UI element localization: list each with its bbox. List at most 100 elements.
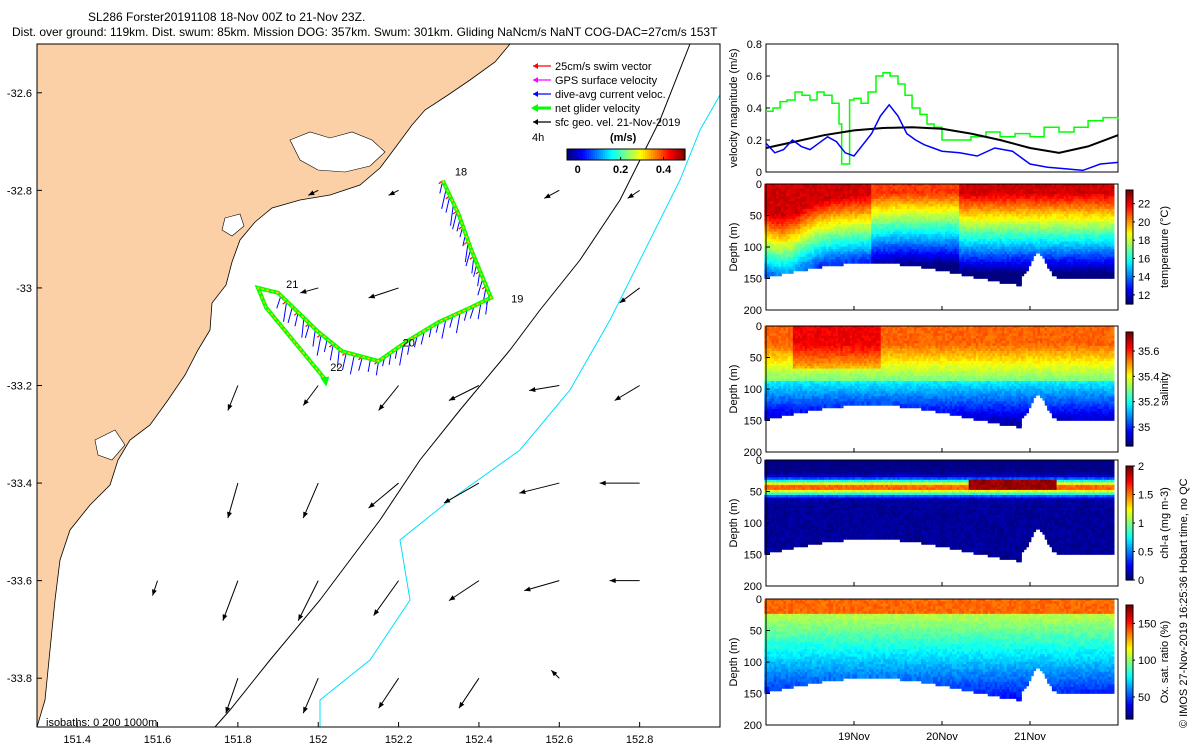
geo-velocity-arrow (303, 386, 318, 406)
depth-tick-label: 50 (750, 626, 762, 638)
time-tick-label: 19Nov (838, 731, 870, 743)
colorbar-tick-label: 150 (1138, 618, 1156, 630)
track-end-arrow (320, 377, 329, 387)
depth-tick-label: 150 (744, 550, 762, 562)
figure-canvas: 1819202122 151.4 151.6 151.8 152 152.2 152.4 1… (0, 0, 1200, 750)
colorbar-tick-label: 14 (1138, 272, 1150, 284)
colorbar-tick-label: 35.6 (1138, 346, 1159, 358)
legend-label-geo: sfc geo. vel. 21-Nov-2019 (555, 117, 680, 129)
velocity-ytick-label: 0.2 (747, 135, 762, 147)
depth-tick-label: 0 (756, 321, 762, 333)
geo-velocity-arrow (300, 288, 318, 294)
colorbar-tick-label: 100 (1138, 655, 1156, 667)
depth-tick-label: 50 (750, 487, 762, 499)
colorbar-tick-label: 1 (1138, 518, 1144, 530)
dive-avg-current-arrow (288, 307, 292, 323)
map-xtick-label: 152.8 (626, 734, 654, 746)
geo-velocity-arrow (152, 581, 157, 596)
colorbar-label: salinity (1159, 372, 1171, 406)
land-mass (37, 44, 510, 727)
colorbar-tick-label: 0.5 (1138, 547, 1153, 559)
geo-velocity-arrow (223, 581, 238, 621)
depth-axis-label: Depth (m) (728, 499, 740, 548)
map-legend: 25cm/s swim vector GPS surface velocity … (531, 61, 686, 176)
dive-avg-current-arrow (358, 357, 362, 371)
legend-net-velocity: net glider velocity (531, 103, 640, 115)
geo-velocity-arrow (524, 581, 559, 592)
geo-velocity-arrow (551, 670, 559, 678)
dive-avg-current-arrow (350, 355, 354, 375)
colorbar-tick-label: 50 (1138, 692, 1150, 704)
geo-velocity-arrow (449, 581, 479, 601)
legend-geo-velocity: sfc geo. vel. 21-Nov-2019 (533, 117, 680, 129)
depth-tick-label: 100 (744, 657, 762, 669)
geo-velocity-arrow (628, 190, 640, 198)
map-ytick-label: -33.4 (7, 478, 32, 490)
depth-tick-label: 100 (744, 384, 762, 396)
colorbar-tick-label: 22 (1138, 199, 1150, 211)
map-ytick-label: -33.2 (7, 381, 32, 393)
track-day-label: 18 (455, 167, 467, 179)
depth-tick-label: 0 (756, 179, 762, 191)
map-xtick-label: 151.8 (224, 734, 252, 746)
velocity-ytick-label: 0.8 (747, 39, 762, 51)
depth-tick-label: 200 (744, 305, 762, 317)
map-ytick-label: -33.6 (7, 576, 32, 588)
geo-velocity-arrow (615, 386, 640, 401)
dive-avg-current-arrow (313, 329, 315, 347)
geo-velocity-arrow (374, 581, 399, 616)
map-xtick-label: 151.6 (144, 734, 172, 746)
depth-axis-label: Depth (m) (728, 638, 740, 687)
track-day-label: 20 (403, 337, 415, 349)
isobaths-label: isobaths: 0 200 1000m (46, 717, 157, 729)
depth-tick-label: 0 (756, 455, 762, 467)
depth-tick-label: 150 (744, 689, 762, 701)
dive-avg-current-arrow (375, 361, 379, 375)
geo-velocity-arrow (529, 386, 559, 392)
map-xtick-label: 152.2 (385, 734, 413, 746)
depth-tick-label: 150 (744, 274, 762, 286)
depth-tick-label: 150 (744, 416, 762, 428)
dive-avg-current-arrow (305, 323, 309, 338)
legend-label-swim: 25cm/s swim vector (555, 61, 652, 73)
legend-label-dive: dive-avg current veloc. (555, 89, 666, 101)
geo-velocity-arrow (544, 190, 559, 198)
isobath-1000m (320, 95, 720, 727)
track-day-label: 19 (511, 294, 523, 306)
depth-tick-label: 50 (750, 211, 762, 223)
geo-velocity-arrow (444, 483, 479, 503)
depth-axis-label: Depth (m) (728, 365, 740, 414)
colorbar-tick-label: 12 (1138, 290, 1150, 302)
colorbar-tick-label: 0 (1138, 575, 1144, 587)
velocity-ytick-label: 0 (756, 167, 762, 179)
colorbar-tick-label: 1.5 (1138, 490, 1153, 502)
colorbar-tick-label: 18 (1138, 235, 1150, 247)
depth-tick-label: 0 (756, 594, 762, 606)
map-xtick-label: 152.6 (546, 734, 574, 746)
depth-tick-label: 50 (750, 353, 762, 365)
colorbar-label: temperature (°C) (1159, 206, 1171, 288)
track-day-label: 22 (330, 362, 342, 374)
time-tick-label: 21Nov (1014, 731, 1046, 743)
geo-velocity-arrow (369, 288, 399, 298)
colorbar-tick-label: 35.4 (1138, 371, 1159, 383)
dive-avg-current-arrow (302, 318, 304, 338)
dive-avg-current-arrow (329, 344, 333, 360)
depth-axis-label: Depth (m) (728, 223, 740, 272)
legend-4h: 4h (532, 132, 544, 144)
map-ytick-label: -32.8 (7, 185, 32, 197)
geo-velocity-arrow (610, 578, 640, 583)
map-ytick-label: -32.6 (7, 88, 32, 100)
legend-swim-vector: 25cm/s swim vector (533, 61, 652, 73)
map-xtick-label: 152 (309, 734, 327, 746)
colorbar-tick-label: 35.2 (1138, 397, 1159, 409)
depth-tick-label: 200 (744, 720, 762, 732)
legend-label-net: net glider velocity (555, 103, 640, 115)
colorbar-tick-label: 35 (1138, 422, 1150, 434)
geo-velocity-arrow (227, 483, 238, 518)
